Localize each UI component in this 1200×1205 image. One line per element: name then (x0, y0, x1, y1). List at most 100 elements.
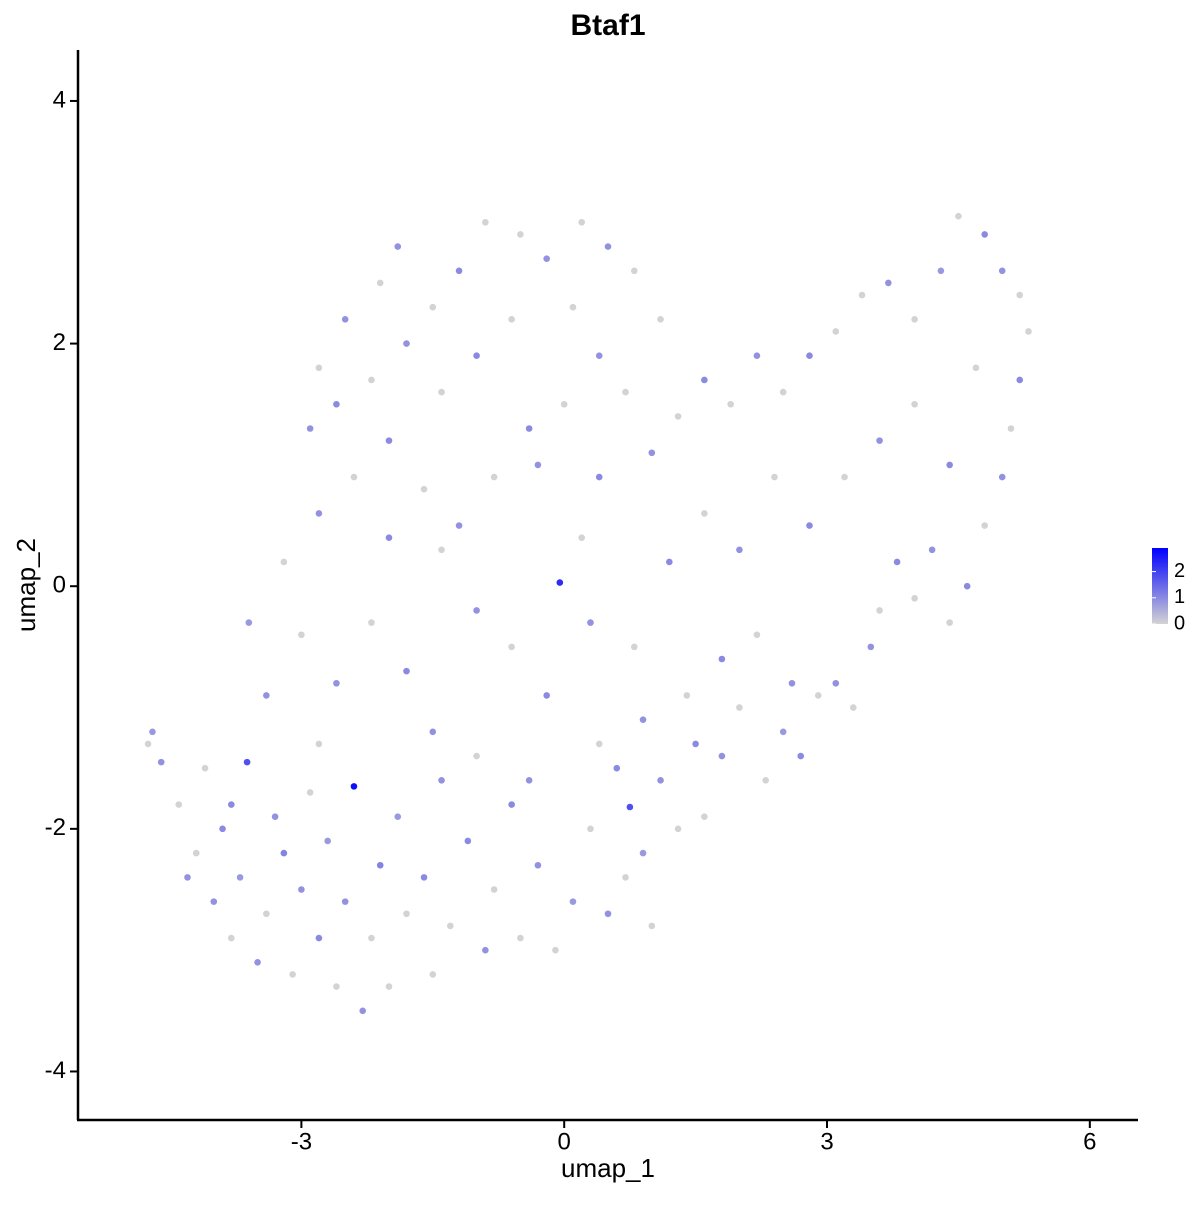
y-tick-label: 0 (53, 572, 66, 599)
point (157, 758, 165, 766)
point (937, 267, 945, 275)
point (972, 364, 980, 372)
point (885, 279, 892, 287)
point (517, 934, 524, 942)
point (718, 655, 726, 663)
point (806, 522, 813, 529)
point (403, 910, 410, 918)
point (192, 849, 200, 857)
point (315, 510, 323, 517)
point (376, 861, 384, 869)
y-tick-label: 4 (53, 86, 66, 113)
point (736, 704, 743, 711)
point (911, 316, 918, 323)
point (771, 473, 778, 481)
point (245, 619, 253, 626)
point (534, 861, 542, 869)
point (341, 316, 349, 323)
point (981, 522, 988, 529)
point (1025, 328, 1032, 335)
colorbar (1152, 548, 1168, 624)
x-tick-label: 0 (558, 1128, 571, 1155)
point (298, 886, 305, 893)
point (210, 898, 218, 905)
point (701, 510, 708, 517)
point (779, 728, 787, 736)
point (517, 231, 524, 238)
point (201, 764, 209, 772)
point (797, 752, 805, 760)
point (508, 316, 515, 323)
point (674, 413, 682, 420)
x-tick-label: -3 (291, 1128, 312, 1155)
point (753, 631, 761, 639)
point (429, 303, 437, 311)
points (144, 212, 1032, 1015)
point (438, 546, 445, 554)
point (893, 558, 901, 566)
point (263, 910, 270, 918)
point (683, 692, 691, 699)
point (403, 340, 410, 347)
point (350, 473, 358, 481)
point (657, 777, 664, 784)
point (556, 579, 564, 586)
point (622, 874, 629, 881)
point (473, 752, 480, 760)
point (368, 934, 375, 942)
point (543, 692, 550, 699)
point (560, 400, 568, 408)
point (639, 849, 647, 857)
point (315, 934, 323, 942)
point (420, 485, 428, 493)
point (333, 679, 340, 687)
chart-title: Btaf1 (570, 9, 645, 42)
point (228, 801, 235, 808)
point (736, 546, 743, 554)
point (858, 291, 866, 299)
point (263, 692, 270, 699)
point (587, 619, 594, 626)
point (315, 740, 323, 748)
point (626, 803, 634, 811)
point (490, 886, 498, 893)
point (333, 400, 340, 408)
point (849, 704, 857, 711)
point (315, 364, 323, 372)
point (753, 352, 761, 360)
point (867, 643, 875, 651)
point (144, 740, 152, 748)
point (280, 849, 288, 857)
point (385, 983, 393, 990)
point (184, 874, 191, 881)
point (911, 595, 918, 602)
point (473, 352, 480, 360)
point (420, 874, 428, 881)
point (219, 825, 226, 833)
point (657, 316, 664, 323)
point (788, 679, 796, 687)
point (306, 425, 314, 432)
colorbar-tick-label: 2 (1174, 560, 1185, 582)
point (630, 643, 638, 651)
point (998, 267, 1006, 275)
point (639, 716, 647, 723)
point (806, 352, 813, 360)
x-tick-label: 6 (1083, 1128, 1096, 1155)
point (376, 279, 384, 287)
point (543, 255, 550, 262)
point (429, 971, 437, 978)
point (604, 910, 612, 918)
point (298, 631, 305, 639)
point (569, 898, 577, 905)
point (876, 437, 883, 444)
point (385, 534, 393, 541)
point (841, 473, 848, 481)
point (464, 837, 472, 845)
point (254, 958, 261, 966)
point (779, 388, 787, 396)
point (981, 231, 988, 238)
point (333, 983, 340, 990)
point (149, 728, 156, 736)
